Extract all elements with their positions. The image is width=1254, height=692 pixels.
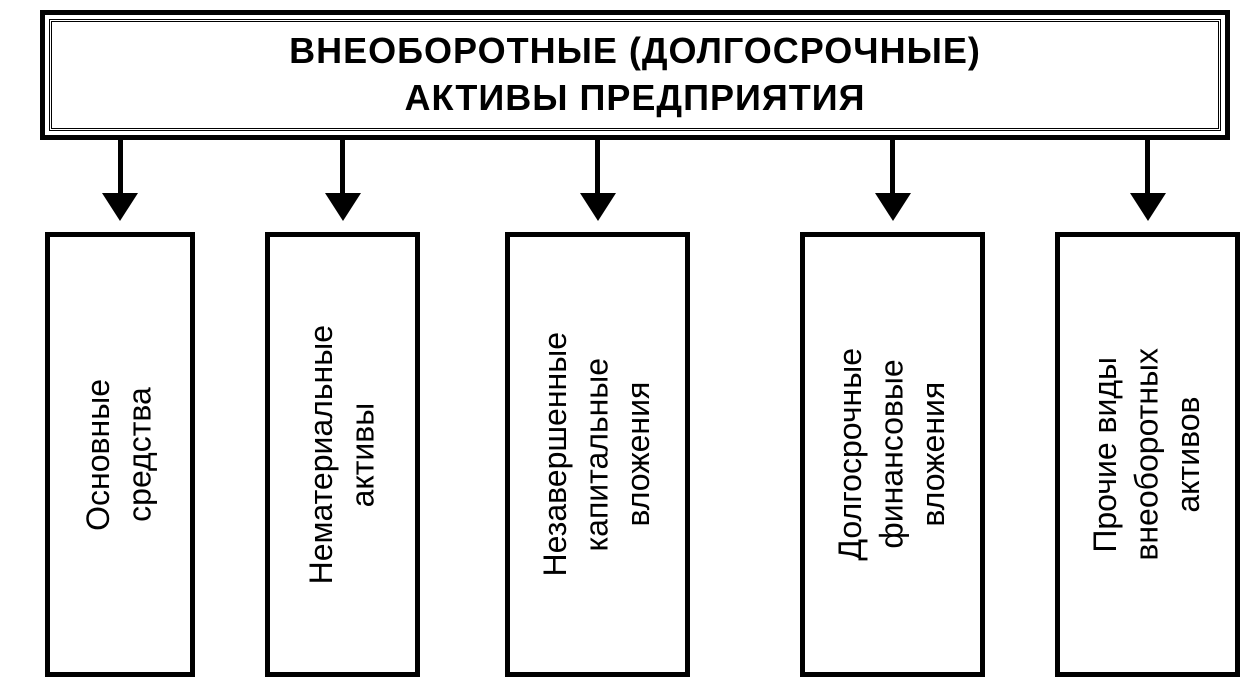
child-label: Долгосрочныефинансовыевложения xyxy=(830,348,955,561)
child-box-1: Нематериальныеактивы xyxy=(265,232,420,677)
diagram-root: ВНЕОБОРОТНЫЕ (ДОЛГОСРОЧНЫЕ) АКТИВЫ ПРЕДП… xyxy=(0,0,1254,692)
child-box-2: Незавершенныекапитальныевложения xyxy=(505,232,690,677)
arrow-head-icon xyxy=(102,193,138,221)
arrow-1 xyxy=(325,140,361,221)
arrow-2 xyxy=(580,140,616,221)
arrow-shaft xyxy=(118,140,123,195)
arrow-shaft xyxy=(340,140,345,195)
arrow-0 xyxy=(102,140,138,221)
arrow-shaft xyxy=(1145,140,1150,195)
arrow-head-icon xyxy=(1130,193,1166,221)
child-label: Основныесредства xyxy=(78,379,161,531)
arrow-head-icon xyxy=(875,193,911,221)
child-box-0: Основныесредства xyxy=(45,232,195,677)
header-box: ВНЕОБОРОТНЫЕ (ДОЛГОСРОЧНЫЕ) АКТИВЫ ПРЕДП… xyxy=(40,10,1230,140)
arrow-head-icon xyxy=(325,193,361,221)
child-box-3: Долгосрочныефинансовыевложения xyxy=(800,232,985,677)
header-inner: ВНЕОБОРОТНЫЕ (ДОЛГОСРОЧНЫЕ) АКТИВЫ ПРЕДП… xyxy=(49,19,1221,131)
arrow-shaft xyxy=(890,140,895,195)
header-line1: ВНЕОБОРОТНЫЕ (ДОЛГОСРОЧНЫЕ) xyxy=(289,28,981,75)
child-label: Незавершенныекапитальныевложения xyxy=(535,332,660,577)
arrow-head-icon xyxy=(580,193,616,221)
arrow-3 xyxy=(875,140,911,221)
arrow-4 xyxy=(1130,140,1166,221)
child-label: Прочие видывнеоборотныхактивов xyxy=(1085,348,1210,561)
child-label: Нематериальныеактивы xyxy=(301,325,384,584)
arrow-shaft xyxy=(595,140,600,195)
child-box-4: Прочие видывнеоборотныхактивов xyxy=(1055,232,1240,677)
header-line2: АКТИВЫ ПРЕДПРИЯТИЯ xyxy=(405,75,866,122)
